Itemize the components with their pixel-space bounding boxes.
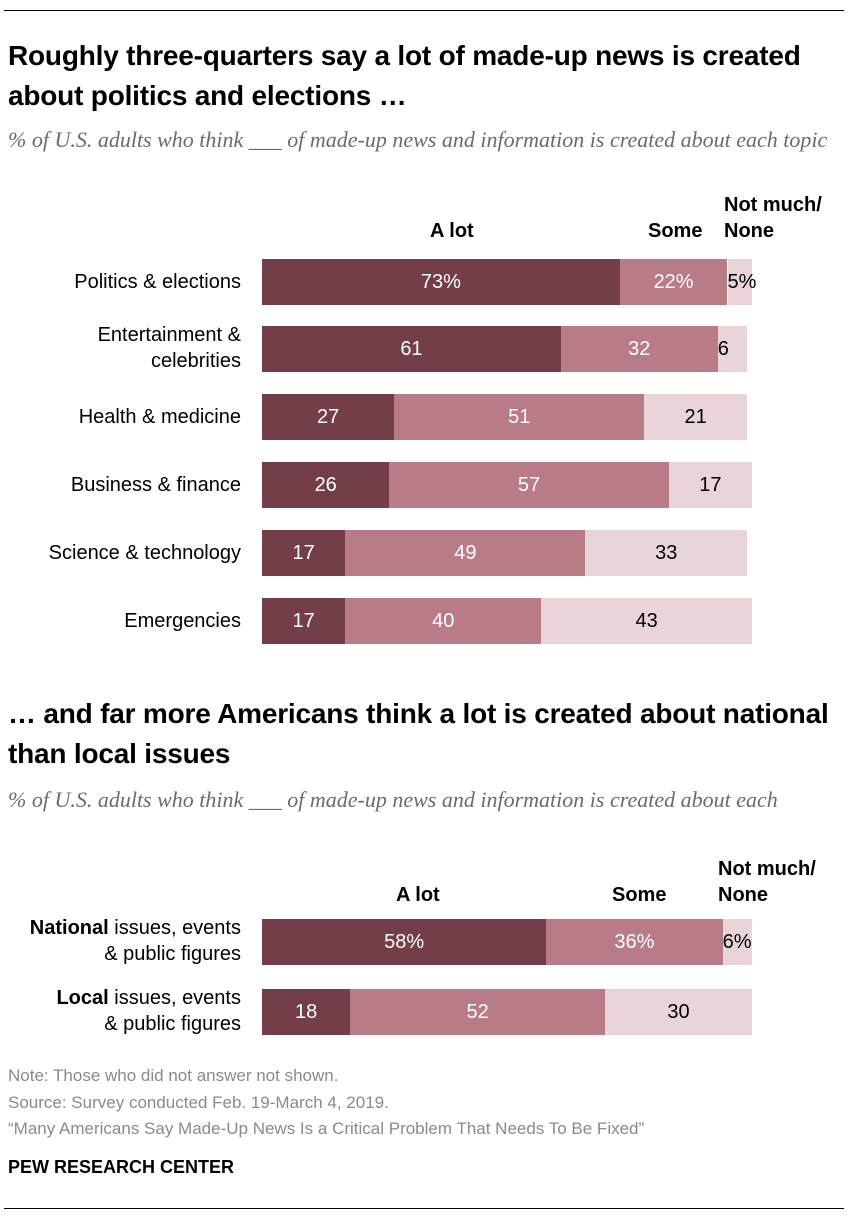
data-label: 5%	[727, 270, 757, 293]
bar-not-much: 6	[717, 326, 748, 372]
bar-some: 22%	[619, 259, 728, 305]
bar-not-much: 30	[605, 989, 752, 1035]
chart2-title: … and far more Americans think a lot is …	[8, 698, 829, 769]
legend2-a-lot: A lot	[396, 884, 440, 906]
data-label: 32	[628, 337, 651, 360]
data-label: 58%	[384, 930, 425, 953]
bar-a-lot: 17	[262, 530, 346, 576]
data-label: 49	[454, 541, 477, 564]
category-label-bold: Local	[56, 987, 109, 1009]
bar-not-much: 6%	[722, 919, 752, 965]
chart2-subtitle: % of U.S. adults who think ___ of made-u…	[8, 787, 778, 812]
chart1-subtitle: % of U.S. adults who think ___ of made-u…	[8, 127, 828, 152]
bottom-rule	[4, 1208, 844, 1209]
bar-not-much: 5%	[727, 259, 756, 305]
category-label: Science & technology	[48, 542, 241, 564]
bar-not-much: 21	[644, 394, 748, 440]
bar-a-lot: 18	[262, 989, 351, 1035]
data-label: 61	[400, 337, 423, 360]
note-text: Note: Those who did not answer not shown…	[8, 1066, 339, 1085]
data-label: 22%	[653, 270, 694, 293]
data-label: 18	[294, 1000, 318, 1023]
data-label: 40	[432, 609, 455, 632]
data-label: 52	[466, 1000, 489, 1023]
data-label: 33	[655, 541, 678, 564]
legend2-some: Some	[612, 884, 667, 906]
data-label: 57	[517, 473, 541, 496]
category-label: Entertainment & celebrities	[97, 324, 241, 372]
bar-a-lot: 26	[262, 462, 390, 508]
bar-a-lot: 17	[262, 598, 346, 644]
legend-not-much-line2: None	[724, 220, 774, 242]
bar-some: 36%	[546, 919, 723, 965]
category-label: Business & finance	[70, 474, 241, 496]
category-label: Local issues, events & public figures	[56, 987, 241, 1035]
legend2-not-much-line2: None	[718, 884, 768, 906]
data-label: 73%	[420, 270, 461, 293]
data-label: 21	[684, 405, 707, 428]
chart1-title: Roughly three-quarters say a lot of made…	[8, 40, 801, 111]
legend-a-lot: A lot	[430, 220, 474, 242]
legend2-not-much-line1: Not much/	[718, 858, 816, 880]
data-label: 43	[635, 609, 658, 632]
report-title: “Many Americans Say Made-Up News Is a Cr…	[8, 1119, 645, 1138]
bar-a-lot: 27	[262, 394, 395, 440]
data-label: 17	[292, 609, 315, 632]
bar-some: 32	[560, 326, 718, 372]
bar-a-lot: 73%	[262, 259, 620, 305]
category-label-bold: National	[29, 917, 109, 939]
data-label: 51	[508, 405, 531, 428]
bar-not-much: 33	[585, 530, 748, 576]
source-text: Source: Survey conducted Feb. 19-March 4…	[8, 1093, 389, 1112]
bar-some: 57	[389, 462, 669, 508]
bar-a-lot: 61	[262, 326, 561, 372]
bar-not-much: 17	[668, 462, 752, 508]
pew-logo-text: PEW RESEARCH CENTER	[8, 1157, 235, 1177]
legend-not-much-line1: Not much/	[724, 194, 822, 216]
data-label: 27	[317, 405, 340, 428]
bar-some: 40	[345, 598, 542, 644]
data-label: 17	[699, 473, 722, 496]
data-label: 30	[667, 1000, 690, 1023]
category-label: Politics & elections	[74, 271, 241, 293]
category-label: Health & medicine	[78, 406, 241, 428]
category-label: Emergencies	[124, 610, 241, 632]
data-label: 26	[314, 473, 337, 496]
legend-some: Some	[648, 220, 703, 242]
category-label: National issues, events & public figures	[29, 917, 241, 965]
data-label: 6%	[722, 930, 752, 953]
bar-some: 51	[394, 394, 645, 440]
data-label: 36%	[614, 930, 655, 953]
data-label: 6	[717, 337, 729, 360]
bar-not-much: 43	[541, 598, 752, 644]
top-rule	[4, 10, 844, 11]
data-label: 17	[292, 541, 315, 564]
bar-some: 52	[350, 989, 605, 1035]
bar-a-lot: 58%	[262, 919, 547, 965]
bar-some: 49	[345, 530, 586, 576]
